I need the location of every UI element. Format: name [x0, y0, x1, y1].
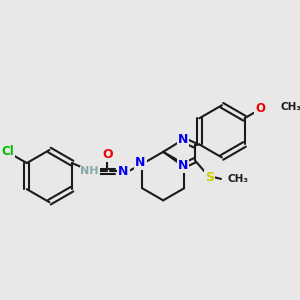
Text: O: O	[102, 148, 113, 161]
Text: NH: NH	[80, 167, 99, 176]
Text: N: N	[135, 156, 146, 169]
Text: S: S	[205, 170, 214, 184]
Text: N: N	[118, 165, 128, 178]
Text: N: N	[178, 159, 188, 172]
Text: O: O	[255, 103, 266, 116]
Text: CH₃: CH₃	[227, 174, 248, 184]
Text: CH₃: CH₃	[281, 102, 300, 112]
Text: Cl: Cl	[2, 146, 14, 158]
Text: N: N	[178, 133, 188, 146]
